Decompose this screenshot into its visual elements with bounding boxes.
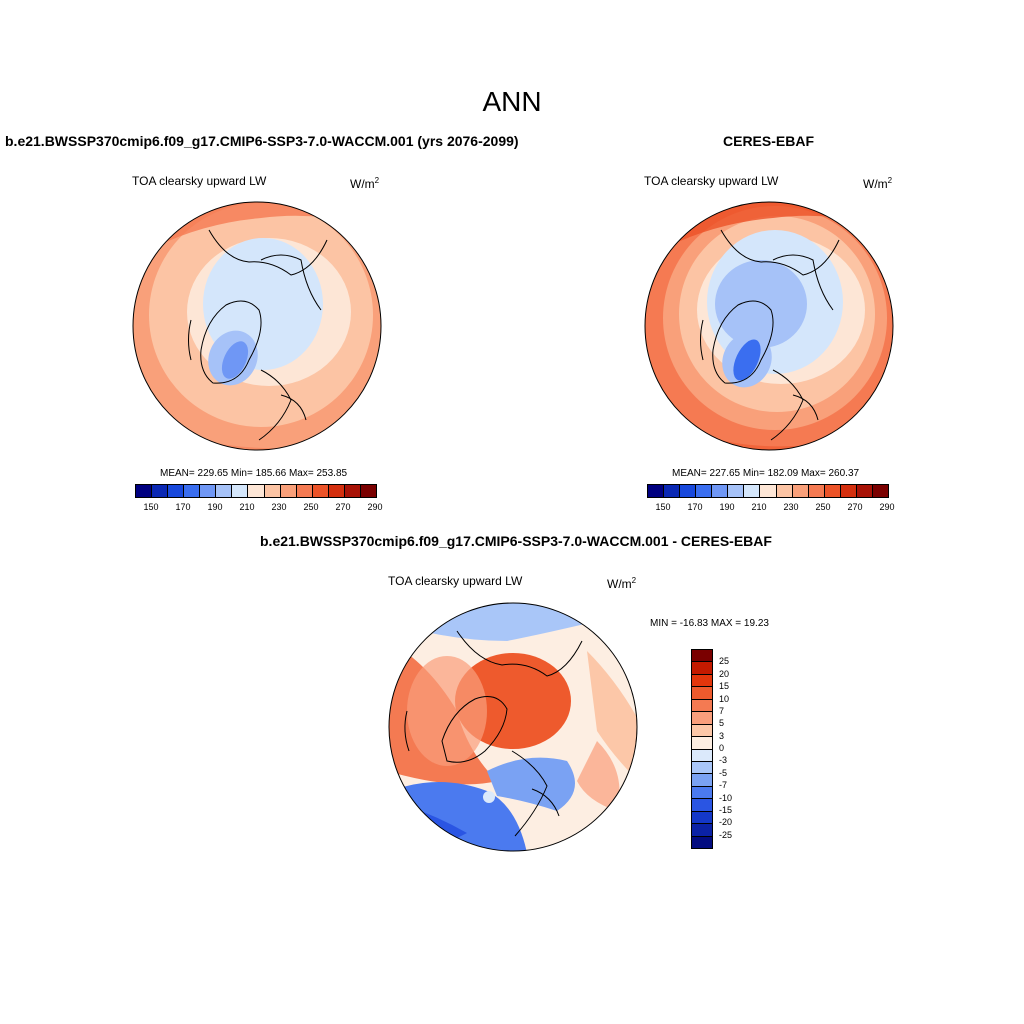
colorbar-tick-label: 20	[719, 668, 730, 679]
colorbar-swatch	[792, 485, 809, 497]
obs-stats: MEAN= 227.65 Min= 182.09 Max= 260.37	[672, 468, 860, 479]
colorbar-swatch	[692, 699, 712, 713]
colorbar-tick-label: 190	[207, 502, 223, 512]
colorbar-swatch	[776, 485, 793, 497]
colorbar-swatch	[692, 662, 712, 675]
colorbar-swatch	[152, 485, 169, 497]
colorbar-swatch	[280, 485, 297, 497]
colorbar-swatch	[692, 687, 712, 700]
colorbar-tick-label: 230	[271, 502, 287, 512]
colorbar-swatch	[840, 485, 857, 497]
model-colorbar-ticks: 150 170 190 210 230 250 270 290	[135, 502, 382, 514]
colorbar-swatch	[692, 749, 712, 762]
colorbar-swatch	[856, 485, 873, 497]
colorbar-tick-label: -7	[719, 780, 728, 791]
colorbar-tick-label: -5	[719, 767, 728, 778]
colorbar-swatch	[312, 485, 329, 497]
colorbar-swatch	[692, 836, 712, 848]
diff-panel-title: b.e21.BWSSP370cmip6.f09_g17.CMIP6-SSP3-7…	[260, 533, 772, 549]
colorbar-swatch	[692, 737, 712, 750]
colorbar-tick-label: 190	[719, 502, 735, 512]
main-title: ANN	[482, 86, 542, 117]
colorbar-swatch	[824, 485, 841, 497]
colorbar-swatch	[744, 485, 761, 497]
diff-units: W/m2	[607, 576, 637, 591]
colorbar-swatch	[692, 674, 712, 688]
colorbar-swatch	[184, 485, 201, 497]
colorbar-tick-label: -20	[719, 817, 733, 828]
diff-polar-map	[388, 602, 638, 852]
obs-colorbar-ticks: 150 170 190 210 230 250 270 290	[647, 502, 894, 514]
colorbar-swatch	[264, 485, 281, 497]
obs-variable-label: TOA clearsky upward LW	[644, 174, 779, 188]
colorbar-swatch	[808, 485, 825, 497]
colorbar-swatch	[692, 824, 712, 837]
colorbar-swatch	[692, 799, 712, 812]
model-colorbar	[135, 484, 377, 498]
colorbar-tick-label: 10	[719, 693, 730, 704]
colorbar-swatch	[248, 485, 265, 497]
colorbar-swatch	[200, 485, 217, 497]
model-stats: MEAN= 229.65 Min= 185.66 Max= 253.85	[160, 468, 348, 479]
colorbar-tick-label: 150	[143, 502, 159, 512]
colorbar-swatch	[360, 485, 376, 497]
diff-colorbar	[691, 649, 713, 849]
obs-units: W/m2	[863, 176, 893, 191]
colorbar-swatch	[692, 811, 712, 825]
colorbar-tick-label: 150	[655, 502, 671, 512]
colorbar-tick-label: 210	[239, 502, 255, 512]
model-units: W/m2	[350, 176, 380, 191]
colorbar-tick-label: 5	[719, 718, 725, 729]
colorbar-swatch	[216, 485, 233, 497]
colorbar-tick-label: 290	[879, 502, 895, 512]
colorbar-tick-label: 250	[303, 502, 319, 512]
colorbar-swatch	[664, 485, 681, 497]
colorbar-tick-label: 250	[815, 502, 831, 512]
colorbar-tick-label: -3	[719, 755, 728, 766]
diff-variable-label: TOA clearsky upward LW	[388, 574, 523, 588]
colorbar-tick-label: -25	[719, 829, 733, 840]
colorbar-tick-label: 15	[719, 681, 730, 692]
colorbar-tick-label: 25	[719, 656, 730, 667]
colorbar-tick-label: 290	[367, 502, 383, 512]
colorbar-swatch	[696, 485, 713, 497]
colorbar-tick-label: -10	[719, 792, 733, 803]
colorbar-tick-label: 7	[719, 705, 725, 716]
colorbar-tick-label: -15	[719, 804, 733, 815]
colorbar-swatch	[692, 786, 712, 800]
obs-polar-map	[644, 201, 894, 451]
colorbar-tick-label: 230	[783, 502, 799, 512]
model-panel-title: b.e21.BWSSP370cmip6.f09_g17.CMIP6-SSP3-7…	[5, 133, 519, 149]
colorbar-swatch	[344, 485, 361, 497]
colorbar-tick-label: 170	[175, 502, 191, 512]
colorbar-swatch	[692, 761, 712, 775]
colorbar-swatch	[328, 485, 345, 497]
colorbar-tick-label: 3	[719, 730, 725, 741]
colorbar-swatch	[232, 485, 249, 497]
colorbar-tick-label: 270	[335, 502, 351, 512]
colorbar-swatch	[692, 650, 712, 663]
obs-colorbar	[647, 484, 889, 498]
colorbar-tick-label: 270	[847, 502, 863, 512]
colorbar-swatch	[168, 485, 185, 497]
obs-panel-title: CERES-EBAF	[723, 133, 815, 149]
colorbar-swatch	[680, 485, 697, 497]
colorbar-swatch	[692, 712, 712, 725]
colorbar-swatch	[872, 485, 888, 497]
colorbar-swatch	[728, 485, 745, 497]
colorbar-swatch	[692, 724, 712, 738]
colorbar-tick-label: 170	[687, 502, 703, 512]
model-variable-label: TOA clearsky upward LW	[132, 174, 267, 188]
colorbar-tick-label: 0	[719, 743, 725, 753]
diff-stats: MIN = -16.83 MAX = 19.23	[650, 618, 769, 629]
colorbar-swatch	[760, 485, 777, 497]
model-polar-map	[132, 201, 382, 451]
colorbar-tick-label: 210	[751, 502, 767, 512]
colorbar-swatch	[648, 485, 665, 497]
colorbar-swatch	[296, 485, 313, 497]
colorbar-swatch	[712, 485, 729, 497]
colorbar-swatch	[136, 485, 153, 497]
colorbar-swatch	[692, 774, 712, 787]
